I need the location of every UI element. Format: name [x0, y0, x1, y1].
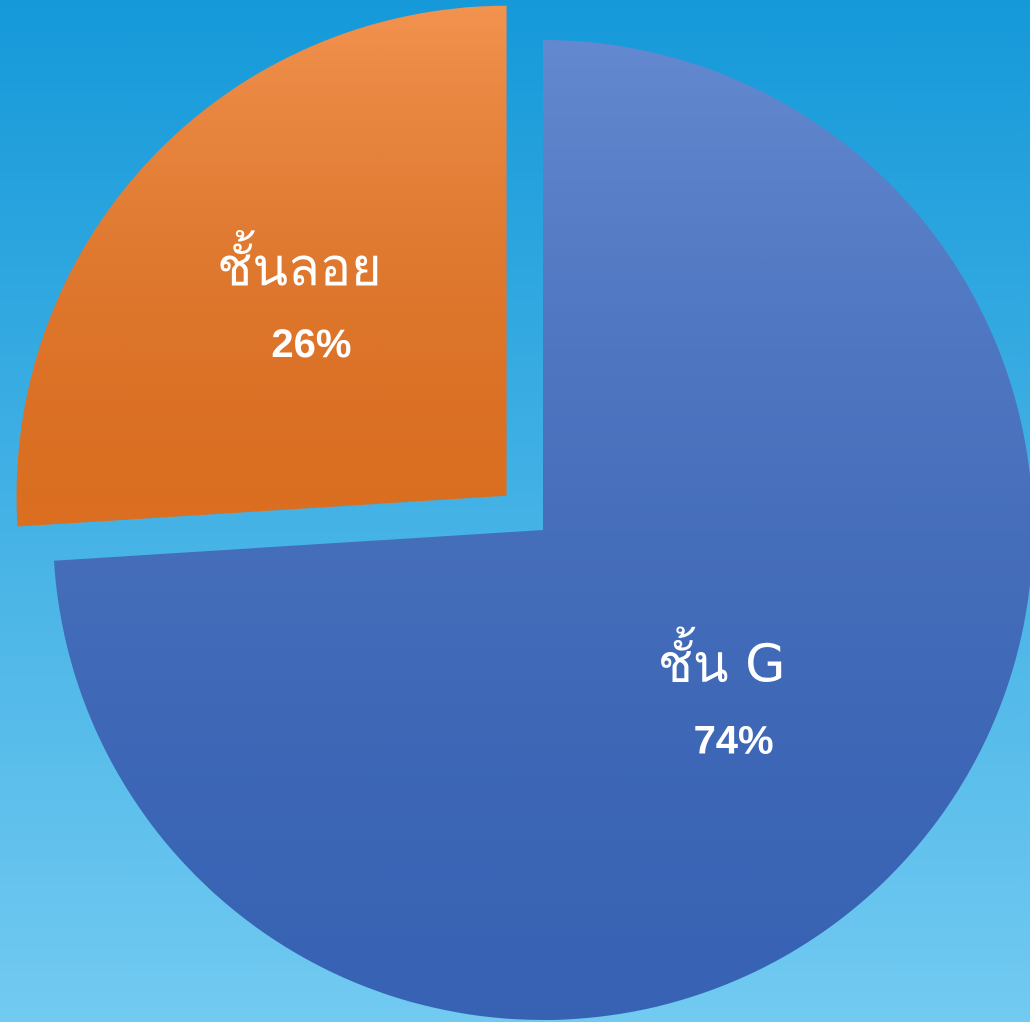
slice-sheen: [53, 40, 1030, 1020]
slice-category-label: ชั้นลอย: [217, 230, 381, 298]
slice-category-label: ชั้น G: [658, 627, 786, 695]
slice-value-label: 74%: [694, 718, 774, 762]
slice-value-label: 26%: [271, 322, 351, 366]
slice-sheen: [16, 5, 507, 527]
